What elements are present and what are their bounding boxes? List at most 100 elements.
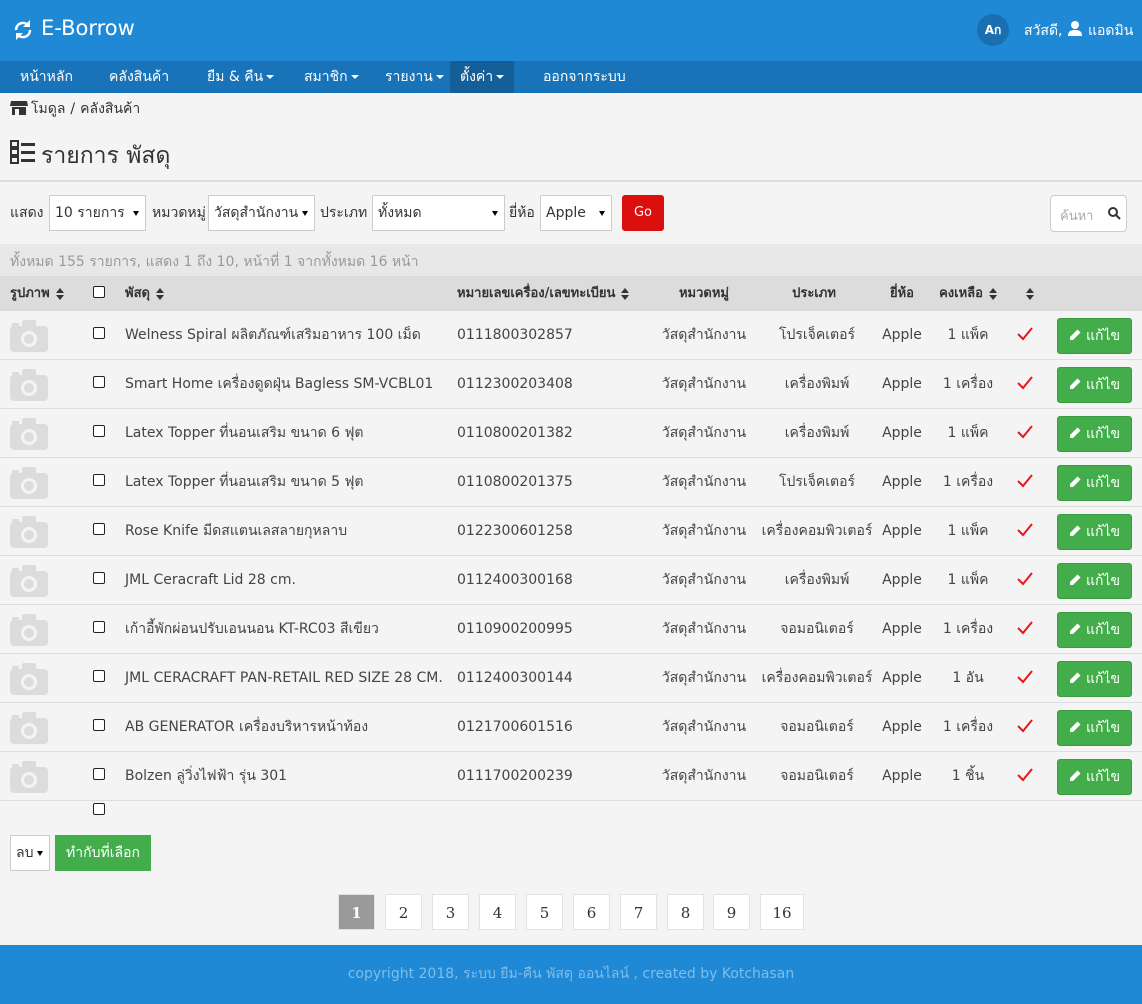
serial: 0111800302857 bbox=[457, 327, 573, 343]
edit-button[interactable]: แก้ไข bbox=[1057, 367, 1132, 403]
page-link[interactable]: 16 bbox=[760, 894, 804, 930]
row-checkbox[interactable] bbox=[93, 523, 105, 535]
status-check bbox=[1017, 572, 1033, 586]
category: วัสดุสำนักงาน bbox=[661, 425, 747, 441]
page-link[interactable]: 5 bbox=[526, 894, 563, 930]
edit-label: แก้ไข bbox=[1085, 524, 1121, 540]
filter-select[interactable]: Apple bbox=[540, 195, 612, 231]
table-row: Bolzen ลู่วิ่งไฟฟ้า รุ่น 301 011170020023… bbox=[0, 752, 1142, 801]
item-name: Latex Topper ที่นอนเสริม ขนาด 5 ฟุต bbox=[125, 474, 364, 490]
status-check bbox=[1017, 523, 1033, 537]
brand: Apple bbox=[882, 425, 922, 441]
serial: 0112300203408 bbox=[457, 376, 573, 392]
bulk-button[interactable]: ทำกับที่เลือก bbox=[55, 835, 151, 871]
serial: 0112400300168 bbox=[457, 572, 573, 588]
category: วัสดุสำนักงาน bbox=[661, 572, 747, 588]
nav-item[interactable]: ออกจากระบบ bbox=[533, 61, 636, 93]
pencil-icon bbox=[1069, 369, 1081, 403]
sort-icon bbox=[155, 287, 164, 300]
nav-item[interactable]: รายงาน bbox=[375, 61, 454, 93]
column-header[interactable]: พัสดุ bbox=[125, 276, 164, 311]
column-label: รูปภาพ bbox=[10, 286, 50, 301]
status-check bbox=[1017, 474, 1033, 488]
select-all-checkbox[interactable] bbox=[93, 286, 105, 298]
row-checkbox[interactable] bbox=[93, 768, 105, 780]
table-row: JML CERACRAFT PAN-RETAIL RED SIZE 28 CM.… bbox=[0, 654, 1142, 703]
bulk-action-select[interactable]: ลบ bbox=[10, 835, 50, 871]
store-icon bbox=[10, 101, 28, 115]
row-checkbox[interactable] bbox=[93, 327, 105, 339]
brand: Apple bbox=[882, 523, 922, 539]
item-name: Bolzen ลู่วิ่งไฟฟ้า รุ่น 301 bbox=[125, 768, 288, 784]
edit-label: แก้ไข bbox=[1085, 475, 1121, 491]
row-checkbox[interactable] bbox=[93, 425, 105, 437]
type: เครื่องพิมพ์ bbox=[784, 376, 850, 392]
status-sort[interactable] bbox=[1020, 276, 1034, 311]
page-link[interactable]: 7 bbox=[620, 894, 657, 930]
edit-button[interactable]: แก้ไข bbox=[1057, 710, 1132, 746]
filter-label: ยี่ห้อ bbox=[509, 205, 535, 221]
filter-label: หมวดหมู่ bbox=[152, 205, 206, 221]
row-checkbox[interactable] bbox=[93, 474, 105, 486]
row-checkbox[interactable] bbox=[93, 376, 105, 388]
filter-select[interactable]: 10 รายการ bbox=[49, 195, 146, 231]
row-checkbox[interactable] bbox=[93, 670, 105, 682]
item-name: JML Ceracraft Lid 28 cm. bbox=[125, 572, 296, 588]
column-header[interactable]: รูปภาพ bbox=[10, 276, 64, 311]
brand: Apple bbox=[882, 327, 922, 343]
column-header[interactable]: คงเหลือ bbox=[939, 276, 997, 311]
status-check bbox=[1017, 719, 1033, 733]
nav-item[interactable]: คลังสินค้า bbox=[99, 61, 179, 93]
sort-icon bbox=[988, 287, 997, 300]
edit-button[interactable]: แก้ไข bbox=[1057, 563, 1132, 599]
type: โปรเจ็คเตอร์ bbox=[778, 327, 856, 343]
breadcrumb-separator: / bbox=[70, 101, 76, 117]
row-checkbox[interactable] bbox=[93, 572, 105, 584]
brand[interactable]: E-Borrow bbox=[41, 16, 135, 40]
edit-button[interactable]: แก้ไข bbox=[1057, 465, 1132, 501]
edit-button[interactable]: แก้ไข bbox=[1057, 661, 1132, 697]
nav-item[interactable]: หน้าหลัก bbox=[10, 61, 83, 93]
page-link[interactable]: 8 bbox=[667, 894, 704, 930]
page-link[interactable]: 4 bbox=[479, 894, 516, 930]
go-button[interactable]: Go bbox=[622, 195, 664, 231]
edit-button[interactable]: แก้ไข bbox=[1057, 416, 1132, 452]
page-link[interactable]: 6 bbox=[573, 894, 610, 930]
nav-item[interactable]: สมาชิก bbox=[294, 61, 369, 93]
caret bbox=[435, 75, 444, 79]
nav-item[interactable]: ตั้งค่า bbox=[450, 61, 515, 93]
row-checkbox[interactable] bbox=[93, 719, 105, 731]
stock: 1 แพ็ค bbox=[947, 523, 989, 539]
user-name[interactable]: แอดมิน bbox=[1088, 23, 1134, 39]
brand: Apple bbox=[882, 768, 922, 784]
column-label: พัสดุ bbox=[125, 286, 150, 301]
summary-bar: ทั้งหมด 155 รายการ, แสดง 1 ถึง 10, หน้าท… bbox=[0, 244, 1142, 276]
page-link[interactable]: 3 bbox=[432, 894, 469, 930]
page-link[interactable]: 2 bbox=[385, 894, 422, 930]
edit-button[interactable]: แก้ไข bbox=[1057, 514, 1132, 550]
column-label: ยี่ห้อ bbox=[890, 286, 914, 301]
edit-button[interactable]: แก้ไข bbox=[1057, 318, 1132, 354]
breadcrumb-item[interactable]: คลังสินค้า bbox=[80, 101, 141, 117]
greeting: สวัสดี, bbox=[1024, 23, 1063, 39]
page-link[interactable]: 1 bbox=[338, 894, 375, 930]
breadcrumb: โมดูล / คลังสินค้า bbox=[31, 98, 140, 120]
page-link[interactable]: 9 bbox=[713, 894, 750, 930]
row-checkbox[interactable] bbox=[93, 621, 105, 633]
filter-select[interactable]: ทั้งหมด bbox=[372, 195, 505, 231]
edit-button[interactable]: แก้ไข bbox=[1057, 612, 1132, 648]
photo-placeholder bbox=[10, 467, 48, 499]
serial: 0122300601258 bbox=[457, 523, 573, 539]
category: วัสดุสำนักงาน bbox=[661, 474, 747, 490]
table-row: Latex Topper ที่นอนเสริม ขนาด 5 ฟุต 01108… bbox=[0, 458, 1142, 507]
language-button[interactable]: Aก bbox=[977, 14, 1009, 46]
search-box[interactable]: ค้นหา bbox=[1050, 195, 1127, 232]
nav-item[interactable]: ยืม & คืน bbox=[197, 61, 284, 93]
filter-select[interactable]: วัสดุสำนักงาน bbox=[208, 195, 315, 231]
photo-placeholder bbox=[10, 761, 48, 793]
edit-button[interactable]: แก้ไข bbox=[1057, 759, 1132, 795]
select-all-checkbox-bottom[interactable] bbox=[93, 803, 105, 815]
breadcrumb-item[interactable]: โมดูล bbox=[31, 101, 66, 117]
sort-icon bbox=[621, 287, 630, 300]
column-header[interactable]: หมายเลขเครื่อง/เลขทะเบียน bbox=[457, 276, 630, 311]
